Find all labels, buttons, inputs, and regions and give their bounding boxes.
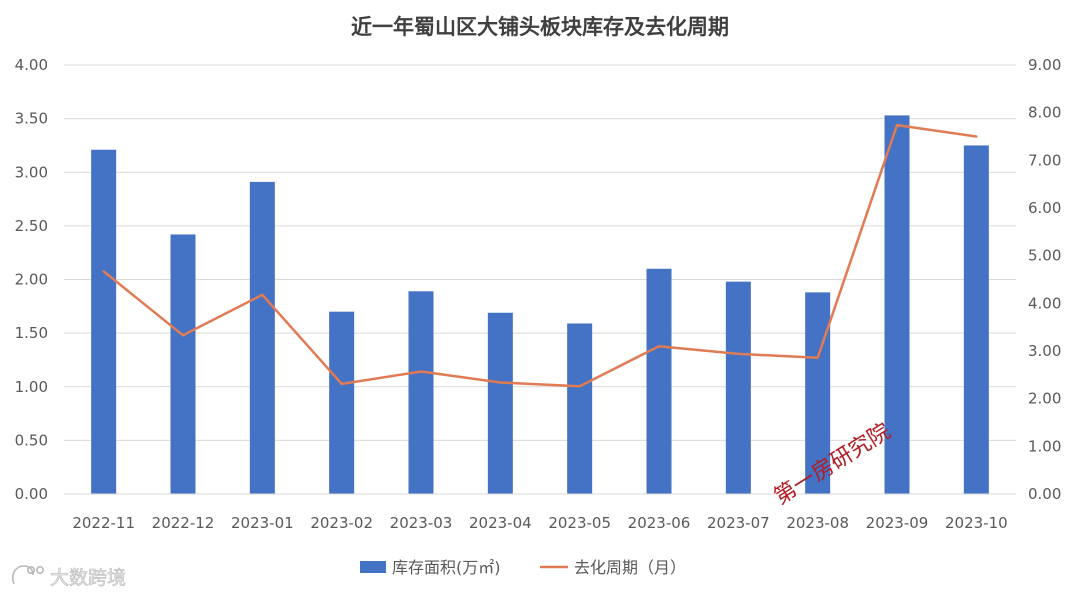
y-left-tick-label: 1.50 — [15, 324, 48, 342]
y-right-tick-label: 5.00 — [1028, 247, 1061, 265]
bar-series — [91, 115, 989, 495]
bar — [170, 234, 196, 494]
y-right-tick-label: 3.00 — [1028, 342, 1061, 360]
y-right-tick-label: 9.00 — [1028, 56, 1061, 74]
x-tick-label: 2023-10 — [945, 514, 1008, 532]
y-left-tick-label: 3.50 — [15, 110, 48, 128]
y-left-tick-label: 3.00 — [15, 163, 48, 181]
bar — [91, 149, 117, 495]
x-tick-label: 2023-06 — [628, 514, 691, 532]
left-axis: 0.00 0.50 1.00 1.50 2.00 2.50 3.00 3.50 4.00 — [15, 56, 48, 503]
x-tick-label: 2022-11 — [72, 514, 135, 532]
legend-label-line: 去化周期（月） — [574, 558, 686, 577]
y-right-tick-label: 8.00 — [1028, 104, 1061, 122]
x-tick-label: 2023-02 — [310, 514, 373, 532]
line-series — [102, 123, 978, 388]
y-right-tick-label: 1.00 — [1028, 437, 1061, 455]
x-tick-label: 2022-12 — [152, 514, 215, 532]
legend-label-bar: 库存面积(万㎡) — [392, 558, 501, 577]
y-left-tick-label: 0.50 — [15, 431, 48, 449]
gridlines — [64, 64, 1016, 495]
x-tick-label: 2023-08 — [786, 514, 849, 532]
bar — [646, 268, 672, 494]
brand-watermark: 大数跨境 — [11, 565, 126, 589]
legend-swatch-bar — [360, 561, 386, 573]
x-tick-label: 2023-05 — [548, 514, 611, 532]
x-tick-label: 2023-01 — [231, 514, 294, 532]
bar — [487, 312, 513, 494]
y-left-tick-label: 0.00 — [15, 485, 48, 503]
x-tick-label: 2023-03 — [390, 514, 453, 532]
y-right-tick-label: 6.00 — [1028, 199, 1061, 217]
y-left-tick-label: 1.00 — [15, 378, 48, 396]
x-tick-label: 2023-09 — [866, 514, 929, 532]
bar — [805, 292, 831, 494]
x-tick-label: 2023-04 — [469, 514, 532, 532]
right-axis: 0.00 1.00 2.00 3.00 4.00 5.00 6.00 7.00 8.00 9.00 — [1028, 56, 1061, 503]
chart-title: 近一年蜀山区大铺头板块库存及去化周期 — [351, 15, 729, 39]
y-left-tick-label: 2.00 — [15, 271, 48, 289]
y-left-tick-label: 4.00 — [15, 56, 48, 74]
bar — [963, 145, 989, 494]
y-right-tick-label: 7.00 — [1028, 151, 1061, 169]
y-left-tick-label: 2.50 — [15, 217, 48, 235]
y-right-tick-label: 4.00 — [1028, 294, 1061, 312]
y-right-tick-label: 2.00 — [1028, 390, 1061, 408]
x-axis: 2022-11 2022-12 2023-01 2023-02 2023-03 2023-… — [64, 493, 1016, 532]
bar — [725, 281, 751, 494]
stamp-watermark: 第一房研究院 — [770, 419, 895, 510]
bar — [884, 115, 910, 494]
brand-logo-icon — [11, 565, 44, 585]
brand-watermark-text: 大数跨境 — [50, 567, 126, 589]
y-right-tick-label: 0.00 — [1028, 485, 1061, 503]
bar — [408, 291, 434, 494]
x-tick-label: 2023-07 — [707, 514, 770, 532]
bar — [329, 311, 355, 494]
line-path — [102, 123, 978, 388]
legend: 库存面积(万㎡) 去化周期（月） — [360, 558, 686, 577]
bar — [249, 181, 275, 494]
bar — [567, 323, 593, 494]
